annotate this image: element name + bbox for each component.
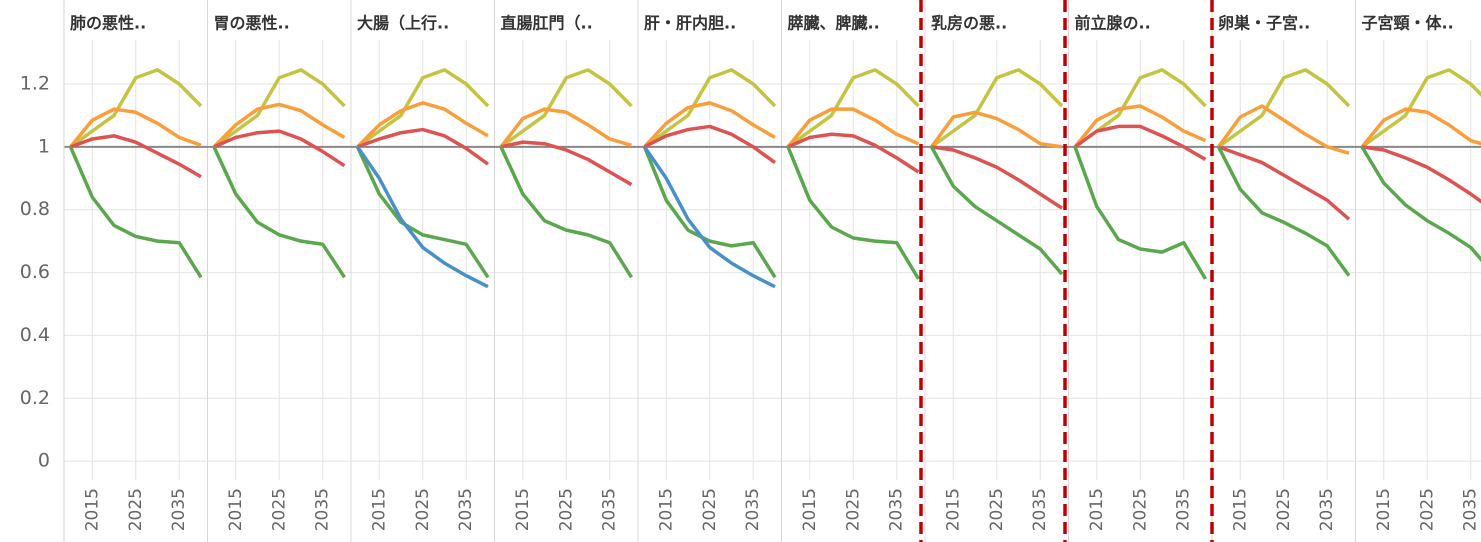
x-tick-label: 2025	[269, 488, 289, 531]
series-line	[642, 146, 777, 279]
series-line	[1361, 145, 1481, 204]
panel-title: 乳房の悪..	[931, 14, 1007, 33]
series-line	[212, 146, 346, 279]
series-line	[643, 124, 777, 164]
panel-title: 前立腺の..	[1075, 14, 1151, 33]
series-line	[212, 68, 346, 149]
series-line	[69, 134, 202, 179]
series-line	[931, 145, 1063, 210]
series-line	[1217, 145, 1351, 221]
series-line	[69, 107, 202, 148]
x-tick-label: 2035	[1174, 488, 1194, 531]
x-tick-label: 2035	[456, 488, 476, 531]
x-tick-label: 2025	[413, 488, 433, 531]
x-tick-label: 2035	[600, 488, 620, 531]
x-tick-label: 2035	[743, 488, 763, 531]
x-tick-label: 2035	[1461, 488, 1481, 531]
series-line	[1360, 145, 1481, 262]
series-line	[786, 68, 920, 149]
x-tick-label: 2015	[943, 488, 963, 531]
series-line	[499, 107, 632, 148]
y-tick-label: 0.6	[20, 261, 50, 283]
x-tick-label: 2015	[1230, 488, 1250, 531]
x-tick-label: 2025	[556, 488, 576, 531]
panel-title: 肺の悪性..	[70, 14, 146, 33]
x-tick-label: 2015	[1087, 488, 1107, 531]
series-line	[1073, 146, 1207, 280]
x-tick-label: 2015	[369, 488, 389, 531]
y-tick-label: 0	[38, 450, 50, 472]
series-line	[355, 146, 490, 279]
panel-title: 肝・肝内胆..	[644, 14, 736, 33]
x-tick-label: 2035	[887, 488, 907, 531]
series-line	[212, 102, 346, 149]
dividers	[919, 0, 1214, 542]
series-line	[500, 140, 633, 187]
series-line	[69, 68, 203, 149]
y-tick-label: 1	[38, 135, 50, 157]
x-tick-label: 2025	[987, 488, 1007, 531]
series-line	[356, 68, 490, 149]
x-tick-label: 2025	[700, 488, 720, 531]
series-line	[929, 146, 1064, 276]
series-line	[786, 107, 920, 148]
series-line	[787, 132, 920, 174]
x-tick-label: 2025	[1274, 488, 1294, 531]
x-tick-label: 2035	[1030, 488, 1050, 531]
panels: 0 0.2 0.4 0.6 0.8 1 1.2 肺の悪性.. 2015 2025 2035 胃の悪性.…	[20, 0, 1481, 542]
y-tick-label: 0.4	[20, 324, 50, 346]
y-tick-label: 1.2	[20, 73, 50, 95]
series-line	[643, 68, 777, 149]
x-tick-label: 2015	[226, 488, 246, 531]
y-tick-label: 0.2	[20, 387, 50, 409]
x-tick-label: 2035	[1317, 488, 1337, 531]
x-tick-label: 2015	[1374, 488, 1394, 531]
series-line	[499, 146, 633, 279]
panel-title: 子宮頸・体..	[1362, 14, 1454, 33]
series-line	[1073, 104, 1207, 148]
series-line	[68, 146, 203, 279]
x-tick-label: 2025	[1417, 488, 1437, 531]
series-line	[930, 110, 1063, 149]
x-tick-label: 2025	[126, 488, 146, 531]
series-line	[643, 145, 776, 289]
panel-title: 大腸（上行..	[357, 14, 449, 33]
series-line	[1360, 107, 1481, 148]
x-tick-label: 2015	[82, 488, 102, 531]
series-line	[1073, 124, 1207, 161]
series-line	[213, 129, 346, 168]
panel-title: 卵巣・子宮..	[1218, 14, 1310, 33]
x-tick-label: 2015	[513, 488, 533, 531]
x-tick-label: 2035	[169, 488, 189, 531]
x-tick-label: 2025	[1130, 488, 1150, 531]
series-line	[930, 68, 1064, 149]
series-line	[643, 101, 776, 149]
series-line	[499, 68, 633, 149]
series-line	[1217, 104, 1350, 155]
y-tick-label: 0.8	[20, 198, 50, 220]
panel-title: 膵臓、脾臓..	[788, 14, 880, 33]
series-line	[1217, 68, 1351, 149]
panel-title: 胃の悪性..	[214, 14, 290, 33]
series-line	[786, 146, 920, 280]
x-tick-label: 2015	[656, 488, 676, 531]
panel-title: 直腸肛門（..	[501, 14, 593, 33]
x-tick-label: 2035	[313, 488, 333, 531]
series-line	[1216, 146, 1351, 277]
series-line	[356, 127, 490, 166]
series-line	[1360, 68, 1481, 149]
series-line	[356, 101, 489, 149]
series-line	[356, 145, 489, 289]
x-tick-label: 2025	[843, 488, 863, 531]
x-tick-label: 2015	[800, 488, 820, 531]
